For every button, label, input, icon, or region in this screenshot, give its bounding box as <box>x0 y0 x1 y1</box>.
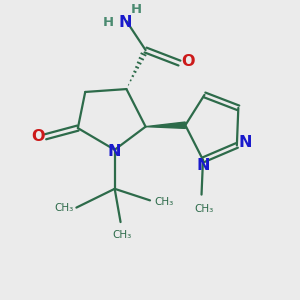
Text: H: H <box>103 16 114 29</box>
Text: N: N <box>196 158 210 172</box>
Text: CH₃: CH₃ <box>54 203 74 213</box>
Text: H: H <box>131 3 142 16</box>
Text: CH₃: CH₃ <box>195 204 214 214</box>
Text: O: O <box>32 129 45 144</box>
Text: N: N <box>238 135 252 150</box>
Text: O: O <box>182 54 195 69</box>
Text: CH₃: CH₃ <box>154 197 174 207</box>
Text: N: N <box>118 15 132 30</box>
Text: N: N <box>107 144 121 159</box>
Polygon shape <box>146 122 185 128</box>
Text: CH₃: CH₃ <box>112 230 132 240</box>
